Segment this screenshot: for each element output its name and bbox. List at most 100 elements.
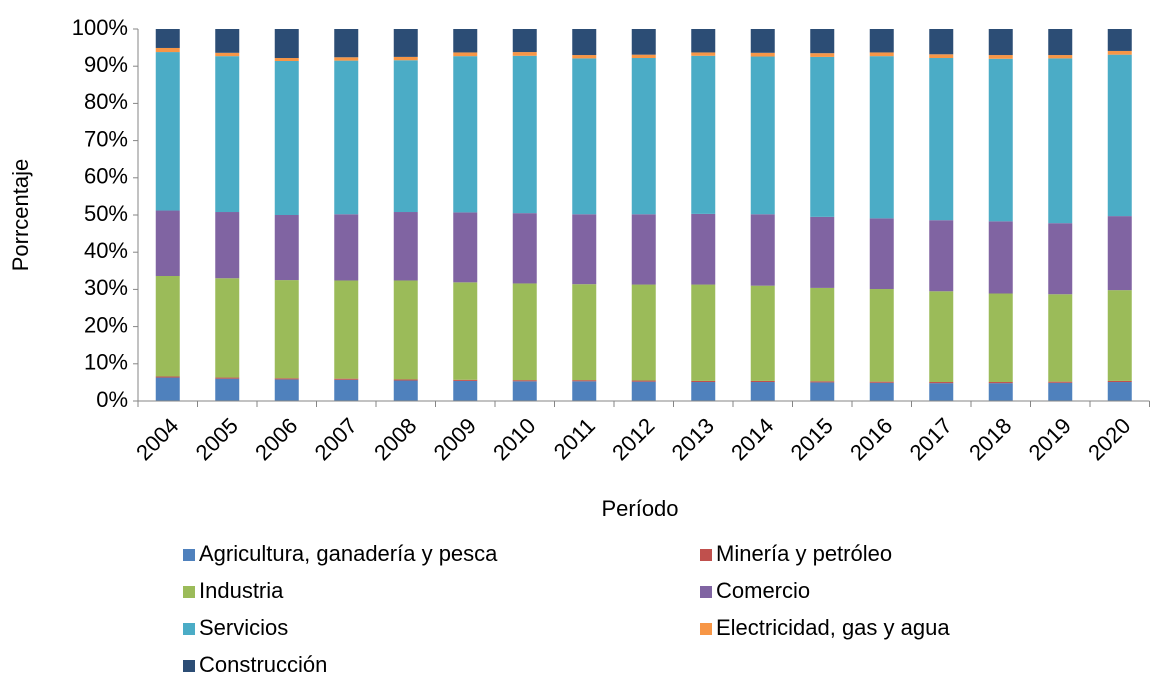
y-axis-title: Porrcentaje	[8, 159, 33, 272]
bar-segment	[691, 29, 716, 53]
bar-segment	[988, 221, 1013, 294]
bar-segment	[750, 56, 775, 215]
x-tick-label: 2007	[310, 413, 362, 465]
x-tick-label: 2015	[786, 413, 838, 465]
bar-segment	[631, 29, 656, 55]
bar-segment	[691, 380, 716, 383]
bar-segment	[393, 379, 418, 381]
bar-segment	[215, 29, 240, 53]
bar-segment	[512, 283, 537, 381]
bar-segment	[691, 284, 716, 381]
bar-segment	[750, 52, 775, 57]
bar-segment	[631, 284, 656, 381]
bar-segment	[1048, 58, 1073, 224]
bar-segment	[1048, 223, 1073, 295]
x-tick-label: 2006	[250, 413, 302, 465]
bar-segment	[274, 58, 299, 61]
bar-segment	[512, 213, 537, 284]
bar-segment	[572, 284, 597, 381]
bar-segment	[393, 29, 418, 57]
x-axis-title: Período	[601, 496, 678, 521]
bar-segment	[750, 214, 775, 286]
bar-segment	[334, 214, 359, 281]
bar-segment	[453, 212, 478, 283]
bar-segment	[750, 382, 775, 401]
bar-segment	[215, 56, 240, 213]
bar-segment	[869, 52, 894, 57]
bar-segment	[572, 58, 597, 215]
bar-segment	[274, 29, 299, 59]
x-tick-label: 2016	[845, 413, 897, 465]
bar-segment	[929, 58, 954, 221]
bar-segment	[750, 29, 775, 53]
legend-label: Agricultura, ganadería y pesca	[199, 541, 498, 566]
bar-segment	[512, 380, 537, 382]
bar-segment	[631, 381, 656, 401]
bar-segment	[988, 58, 1013, 222]
bar-segment	[810, 56, 835, 217]
bar-segment	[334, 378, 359, 380]
bar-segment	[1048, 381, 1073, 383]
bar-segment	[929, 291, 954, 383]
bar-segment	[631, 380, 656, 382]
bar-segment	[393, 212, 418, 281]
bar-segment	[691, 382, 716, 401]
bar-segment	[869, 381, 894, 383]
x-tick-label: 2019	[1024, 413, 1076, 465]
bar-segment	[274, 280, 299, 379]
bar-segment	[988, 29, 1013, 56]
bar-segment	[512, 52, 537, 56]
legend-swatch	[183, 586, 195, 598]
bar-segment	[750, 380, 775, 383]
bar-segment	[512, 55, 537, 214]
bar-segment	[869, 289, 894, 382]
x-tick-label: 2020	[1083, 413, 1135, 465]
y-tick-label: 70%	[84, 126, 128, 151]
bar-segment	[453, 379, 478, 381]
bar-segment	[869, 218, 894, 290]
y-tick-label: 90%	[84, 52, 128, 77]
bar-segment	[810, 381, 835, 383]
bar-segment	[334, 57, 359, 61]
bar-segment	[810, 29, 835, 54]
bar-segment	[929, 382, 954, 384]
y-tick-label: 0%	[96, 387, 128, 412]
bar-segment	[334, 29, 359, 58]
x-tick-label: 2014	[726, 413, 778, 465]
y-tick-label: 10%	[84, 350, 128, 375]
legend-label: Minería y petróleo	[716, 541, 892, 566]
bar-segment	[572, 55, 597, 59]
bar-segment	[929, 29, 954, 55]
bar-segment	[453, 52, 478, 57]
bar-segment	[334, 280, 359, 379]
bar-segment	[572, 29, 597, 56]
bar-segment	[988, 383, 1013, 401]
y-tick-label: 50%	[84, 201, 128, 226]
y-tick-label: 30%	[84, 275, 128, 300]
bar-segment	[393, 60, 418, 213]
bar-segment	[691, 213, 716, 285]
bar-segment	[274, 379, 299, 401]
bar-segment	[988, 293, 1013, 383]
bar-segment	[512, 29, 537, 53]
y-tick-label: 60%	[84, 164, 128, 189]
legend-label: Industria	[199, 578, 284, 603]
legend-swatch	[700, 586, 712, 598]
bar-segment	[572, 214, 597, 285]
bar-segment	[988, 55, 1013, 59]
legend-swatch	[183, 660, 195, 672]
x-tick-label: 2008	[369, 413, 421, 465]
x-tick-label: 2010	[488, 413, 540, 465]
bar-segment	[215, 52, 240, 57]
y-tick-label: 40%	[84, 238, 128, 263]
legend-label: Construcción	[199, 652, 327, 677]
bar-segment	[453, 29, 478, 53]
x-tick-label: 2004	[131, 413, 183, 465]
bar-segment	[1107, 382, 1132, 401]
legend-label: Electricidad, gas y agua	[716, 615, 950, 640]
bar-segment	[810, 216, 835, 288]
legend-label: Servicios	[199, 615, 288, 640]
bar-segment	[453, 56, 478, 213]
bar-segment	[810, 382, 835, 401]
